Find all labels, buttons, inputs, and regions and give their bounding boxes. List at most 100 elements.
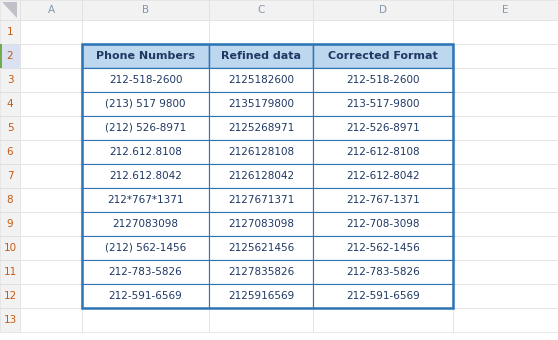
Bar bbox=[20, 0, 82, 20]
Bar bbox=[20, 20, 82, 44]
Text: 2125621456: 2125621456 bbox=[228, 243, 294, 253]
Bar bbox=[453, 164, 558, 188]
Text: 212-526-8971: 212-526-8971 bbox=[346, 123, 420, 133]
Bar bbox=[20, 68, 82, 92]
Text: 4: 4 bbox=[7, 99, 13, 109]
Bar bbox=[209, 140, 313, 164]
Text: 2: 2 bbox=[7, 51, 13, 61]
Text: 2135179800: 2135179800 bbox=[228, 99, 294, 109]
Text: 2127083098: 2127083098 bbox=[228, 219, 294, 229]
Bar bbox=[209, 308, 313, 332]
Text: D: D bbox=[379, 5, 387, 15]
Bar bbox=[82, 44, 209, 68]
Bar bbox=[82, 284, 209, 308]
Text: C: C bbox=[257, 5, 264, 15]
Bar bbox=[209, 0, 313, 20]
Text: 212-767-1371: 212-767-1371 bbox=[346, 195, 420, 205]
Bar bbox=[82, 308, 209, 332]
Bar bbox=[313, 140, 453, 164]
Text: 213-517-9800: 213-517-9800 bbox=[347, 99, 420, 109]
Bar bbox=[20, 116, 82, 140]
Bar bbox=[313, 0, 453, 20]
Bar bbox=[0, 140, 20, 164]
Bar bbox=[209, 116, 313, 140]
Text: 2126128042: 2126128042 bbox=[228, 171, 294, 181]
Bar bbox=[209, 68, 313, 92]
Bar bbox=[0, 308, 20, 332]
Text: 6: 6 bbox=[7, 147, 13, 157]
Bar bbox=[20, 140, 82, 164]
Text: 7: 7 bbox=[7, 171, 13, 181]
Bar bbox=[313, 68, 453, 92]
Bar bbox=[209, 44, 313, 68]
Bar bbox=[82, 0, 209, 20]
Text: 10: 10 bbox=[3, 243, 17, 253]
Polygon shape bbox=[2, 2, 17, 18]
Bar bbox=[20, 308, 82, 332]
Bar bbox=[313, 308, 453, 332]
Bar bbox=[453, 284, 558, 308]
Bar bbox=[0, 20, 20, 44]
Bar bbox=[82, 236, 209, 260]
Text: (213) 517 9800: (213) 517 9800 bbox=[105, 99, 186, 109]
Bar bbox=[0, 188, 20, 212]
Text: 12: 12 bbox=[3, 291, 17, 301]
Text: 11: 11 bbox=[3, 267, 17, 277]
Text: E: E bbox=[502, 5, 509, 15]
Bar bbox=[0, 0, 20, 20]
Bar bbox=[453, 68, 558, 92]
Bar bbox=[20, 188, 82, 212]
Bar bbox=[82, 68, 209, 92]
Bar bbox=[82, 164, 209, 188]
Bar bbox=[20, 260, 82, 284]
Bar bbox=[209, 212, 313, 236]
Bar bbox=[0, 92, 20, 116]
Bar bbox=[20, 212, 82, 236]
Text: (212) 526-8971: (212) 526-8971 bbox=[105, 123, 186, 133]
Text: 2127671371: 2127671371 bbox=[228, 195, 294, 205]
Text: 5: 5 bbox=[7, 123, 13, 133]
Bar bbox=[453, 140, 558, 164]
Text: 8: 8 bbox=[7, 195, 13, 205]
Bar bbox=[313, 164, 453, 188]
Text: 9: 9 bbox=[7, 219, 13, 229]
Bar bbox=[0, 212, 20, 236]
Text: 212*767*1371: 212*767*1371 bbox=[107, 195, 184, 205]
Bar bbox=[313, 260, 453, 284]
Text: 2127083098: 2127083098 bbox=[113, 219, 179, 229]
Bar bbox=[209, 284, 313, 308]
Text: Refined data: Refined data bbox=[221, 51, 301, 61]
Bar bbox=[453, 92, 558, 116]
Bar bbox=[453, 116, 558, 140]
Bar bbox=[20, 236, 82, 260]
Text: 212-562-1456: 212-562-1456 bbox=[346, 243, 420, 253]
Text: 212-518-2600: 212-518-2600 bbox=[109, 75, 182, 85]
Text: 2125916569: 2125916569 bbox=[228, 291, 294, 301]
Text: Corrected Format: Corrected Format bbox=[328, 51, 438, 61]
Text: 212-591-6569: 212-591-6569 bbox=[346, 291, 420, 301]
Bar bbox=[82, 92, 209, 116]
Bar bbox=[313, 116, 453, 140]
Bar bbox=[453, 188, 558, 212]
Bar bbox=[82, 212, 209, 236]
Bar bbox=[0, 284, 20, 308]
Text: 212-783-5826: 212-783-5826 bbox=[109, 267, 182, 277]
Bar bbox=[209, 164, 313, 188]
Bar bbox=[0, 116, 20, 140]
Text: 212.612.8108: 212.612.8108 bbox=[109, 147, 182, 157]
Bar bbox=[209, 236, 313, 260]
Text: 212-783-5826: 212-783-5826 bbox=[346, 267, 420, 277]
Bar bbox=[0, 260, 20, 284]
Bar bbox=[82, 188, 209, 212]
Bar bbox=[0, 44, 2, 68]
Text: 212-591-6569: 212-591-6569 bbox=[109, 291, 182, 301]
Text: Phone Numbers: Phone Numbers bbox=[96, 51, 195, 61]
Bar bbox=[209, 20, 313, 44]
Text: (212) 562-1456: (212) 562-1456 bbox=[105, 243, 186, 253]
Text: 1: 1 bbox=[7, 27, 13, 37]
Bar bbox=[209, 188, 313, 212]
Text: 212-612-8042: 212-612-8042 bbox=[346, 171, 420, 181]
Text: 13: 13 bbox=[3, 315, 17, 325]
Bar bbox=[20, 164, 82, 188]
Bar bbox=[453, 308, 558, 332]
